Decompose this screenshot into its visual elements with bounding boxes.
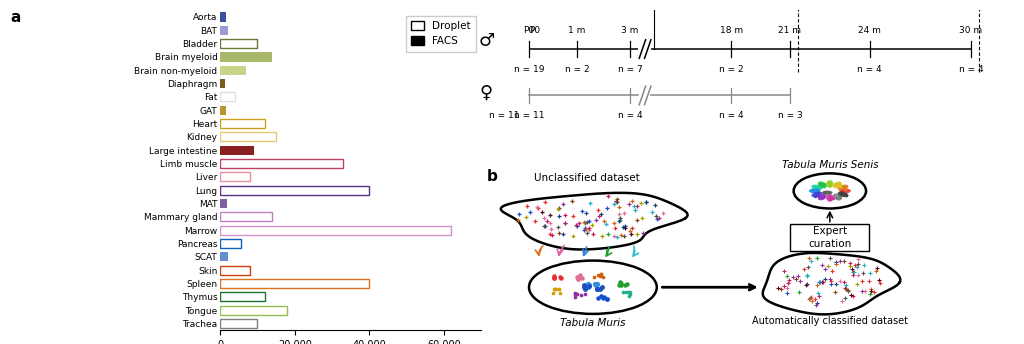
Bar — [220, 93, 236, 101]
Bar — [220, 106, 225, 115]
Bar — [220, 159, 343, 168]
Ellipse shape — [826, 194, 834, 202]
Text: 24 m: 24 m — [858, 26, 882, 35]
Ellipse shape — [834, 181, 842, 189]
Bar — [220, 199, 227, 208]
Bar — [220, 66, 246, 75]
Bar — [220, 186, 239, 195]
Text: ♀: ♀ — [480, 83, 493, 101]
Text: n = 19: n = 19 — [514, 65, 544, 74]
Text: Unclassified dataset: Unclassified dataset — [535, 173, 640, 183]
Polygon shape — [763, 253, 900, 314]
Text: n = 4: n = 4 — [719, 111, 743, 120]
Legend: Droplet, FACS: Droplet, FACS — [407, 15, 476, 52]
Bar — [220, 26, 227, 35]
Ellipse shape — [838, 185, 849, 190]
Bar — [220, 226, 272, 235]
Bar — [220, 226, 452, 235]
Bar — [220, 279, 370, 288]
Bar — [220, 239, 241, 248]
Bar — [220, 39, 257, 48]
Ellipse shape — [839, 189, 851, 193]
Ellipse shape — [822, 191, 833, 195]
Bar — [220, 79, 224, 88]
Bar — [220, 39, 224, 48]
Text: n = 4: n = 4 — [958, 65, 983, 74]
Text: 21 m: 21 m — [778, 26, 802, 35]
Bar — [220, 292, 265, 301]
Bar — [220, 319, 257, 328]
Text: 30 m: 30 m — [959, 26, 982, 35]
Text: n = 2: n = 2 — [719, 65, 743, 74]
Bar — [220, 306, 288, 315]
Text: 3 m: 3 m — [622, 26, 639, 35]
Text: n = 11: n = 11 — [489, 111, 519, 120]
Ellipse shape — [809, 189, 820, 193]
Text: 18 m: 18 m — [720, 26, 742, 35]
Bar — [220, 212, 272, 222]
Text: Automatically classified dataset: Automatically classified dataset — [752, 316, 908, 326]
Ellipse shape — [529, 261, 656, 314]
Text: n = 4: n = 4 — [857, 65, 882, 74]
Ellipse shape — [834, 193, 842, 201]
Text: P0: P0 — [529, 26, 540, 35]
Bar — [220, 319, 224, 328]
Text: n = 7: n = 7 — [617, 65, 642, 74]
FancyBboxPatch shape — [791, 224, 869, 251]
Bar — [220, 186, 370, 195]
Text: P0: P0 — [523, 26, 535, 35]
Text: Tabula Muris: Tabula Muris — [560, 318, 626, 327]
Text: 1 m: 1 m — [568, 26, 586, 35]
Ellipse shape — [811, 192, 822, 197]
Ellipse shape — [826, 180, 834, 188]
Ellipse shape — [811, 185, 822, 190]
Bar — [220, 119, 257, 128]
Bar — [220, 172, 250, 182]
Text: n = 2: n = 2 — [564, 65, 589, 74]
Ellipse shape — [818, 181, 826, 189]
Text: n = 11: n = 11 — [514, 111, 544, 120]
Bar — [220, 52, 272, 62]
Bar — [220, 252, 227, 261]
Bar — [220, 279, 231, 288]
Ellipse shape — [794, 173, 866, 208]
Bar — [220, 159, 229, 168]
Bar — [220, 12, 225, 22]
Bar — [220, 132, 276, 141]
Text: Expert
curation: Expert curation — [808, 226, 852, 249]
Text: ♂: ♂ — [478, 32, 495, 50]
Bar — [220, 119, 265, 128]
Text: n = 3: n = 3 — [777, 111, 802, 120]
Bar — [220, 266, 250, 275]
Ellipse shape — [838, 192, 849, 197]
Polygon shape — [501, 193, 687, 249]
Text: n = 4: n = 4 — [617, 111, 642, 120]
Text: Tabula Muris Senis: Tabula Muris Senis — [781, 160, 879, 170]
Bar — [220, 146, 254, 155]
Text: a: a — [10, 10, 20, 25]
Ellipse shape — [818, 193, 826, 201]
Text: b: b — [486, 169, 498, 184]
